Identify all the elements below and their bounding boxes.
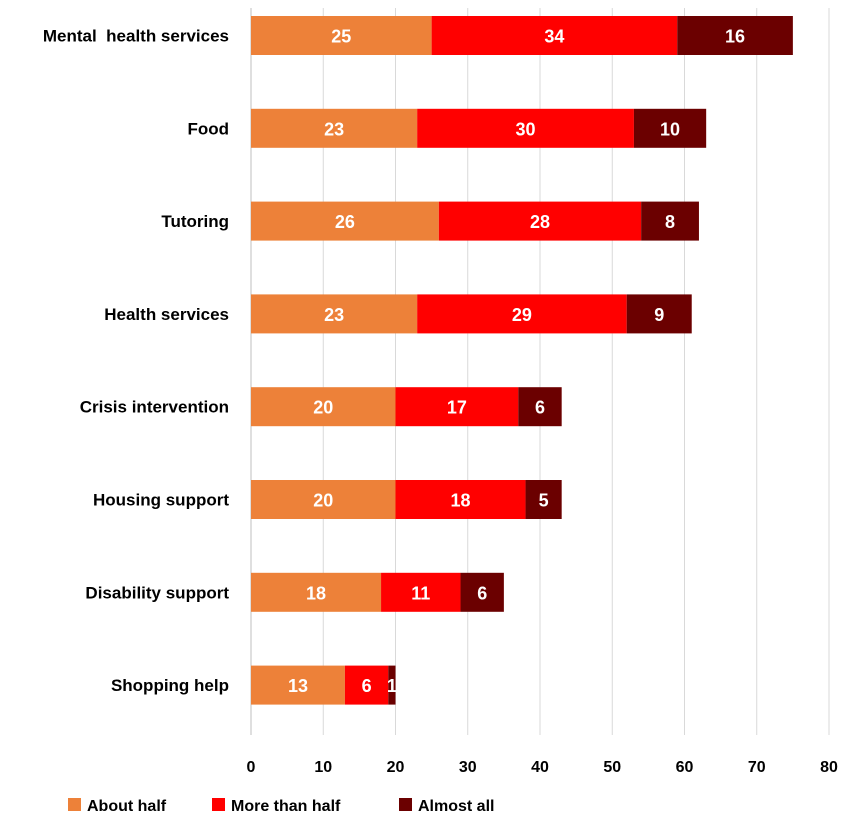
legend-label: Almost all xyxy=(418,798,494,815)
data-label: 9 xyxy=(654,305,664,325)
category-label: Health services xyxy=(104,305,229,324)
bar-segment xyxy=(633,108,707,148)
x-tick-label: 20 xyxy=(387,759,405,776)
x-tick-label: 30 xyxy=(459,759,477,776)
legend-swatch xyxy=(68,798,81,811)
data-label: 10 xyxy=(660,119,680,139)
bar-segment xyxy=(417,294,627,334)
bar-segment xyxy=(251,665,345,705)
bar-segment xyxy=(388,665,396,705)
data-label: 8 xyxy=(665,212,675,232)
bars xyxy=(251,16,793,705)
data-label: 17 xyxy=(447,398,467,418)
value-labels: 25 34 16 23 30 10 26 28 8 23 29 9 20 17 6 20 18 5 18 11 6 13 6… xyxy=(288,27,745,697)
bar-segment xyxy=(438,201,642,241)
data-label: 34 xyxy=(544,27,564,47)
category-label: Crisis intervention xyxy=(80,398,229,417)
data-label: 30 xyxy=(516,119,536,139)
legend-label: About half xyxy=(87,798,167,815)
bar-segment xyxy=(251,108,418,148)
bar-segment xyxy=(460,572,504,612)
category-label: Tutoring xyxy=(161,212,229,231)
data-label: 26 xyxy=(335,212,355,232)
bar-segment xyxy=(518,387,562,427)
data-label: 28 xyxy=(530,212,550,232)
bar-segment xyxy=(344,665,389,705)
data-label: 25 xyxy=(331,27,351,47)
data-label: 1 xyxy=(387,676,397,696)
data-label: 18 xyxy=(451,491,471,511)
legend-swatch xyxy=(212,798,225,811)
data-label: 16 xyxy=(725,27,745,47)
data-label: 6 xyxy=(535,398,545,418)
bar-segment xyxy=(395,480,526,519)
category-label: Shopping help xyxy=(111,676,229,695)
category-label: Housing support xyxy=(93,491,229,510)
bar-segment xyxy=(431,16,678,55)
category-label: Disability support xyxy=(85,583,229,602)
data-label: 29 xyxy=(512,305,532,325)
bar-segment xyxy=(251,480,396,519)
data-label: 23 xyxy=(324,305,344,325)
bar-segment xyxy=(395,387,519,427)
data-label: 5 xyxy=(539,491,549,511)
bar-segment xyxy=(251,294,418,334)
legend-label: More than half xyxy=(231,798,341,815)
x-axis-ticks: 0 10 20 30 40 50 60 70 80 xyxy=(247,759,838,776)
bar-segment xyxy=(677,16,793,55)
bar-segment xyxy=(251,16,432,55)
category-label: Food xyxy=(187,119,229,138)
bar-segment xyxy=(525,480,562,519)
bar-segment xyxy=(251,387,396,427)
x-tick-label: 70 xyxy=(748,759,766,776)
data-label: 20 xyxy=(313,398,333,418)
bar-segment xyxy=(417,108,634,148)
x-tick-label: 40 xyxy=(531,759,549,776)
bar-segment xyxy=(381,572,461,612)
bar-segment xyxy=(251,572,382,612)
data-label: 11 xyxy=(411,583,430,603)
x-tick-label: 80 xyxy=(820,759,838,776)
bar-segment xyxy=(641,201,699,241)
category-label: Mental health services xyxy=(43,27,229,46)
legend-swatch xyxy=(399,798,412,811)
x-tick-label: 10 xyxy=(314,759,332,776)
category-labels: Mental health services Food Tutoring Health… xyxy=(43,27,229,696)
bar-segment xyxy=(251,201,439,241)
data-label: 23 xyxy=(324,119,344,139)
legend: About half More than half Almost all xyxy=(68,798,494,815)
data-label: 13 xyxy=(288,676,308,696)
data-label: 20 xyxy=(313,491,333,511)
data-label: 18 xyxy=(306,583,326,603)
data-label: 6 xyxy=(477,583,487,603)
x-tick-label: 60 xyxy=(676,759,694,776)
x-tick-label: 50 xyxy=(603,759,621,776)
bar-segment xyxy=(626,294,692,334)
x-tick-label: 0 xyxy=(247,759,256,776)
data-label: 6 xyxy=(362,676,372,696)
